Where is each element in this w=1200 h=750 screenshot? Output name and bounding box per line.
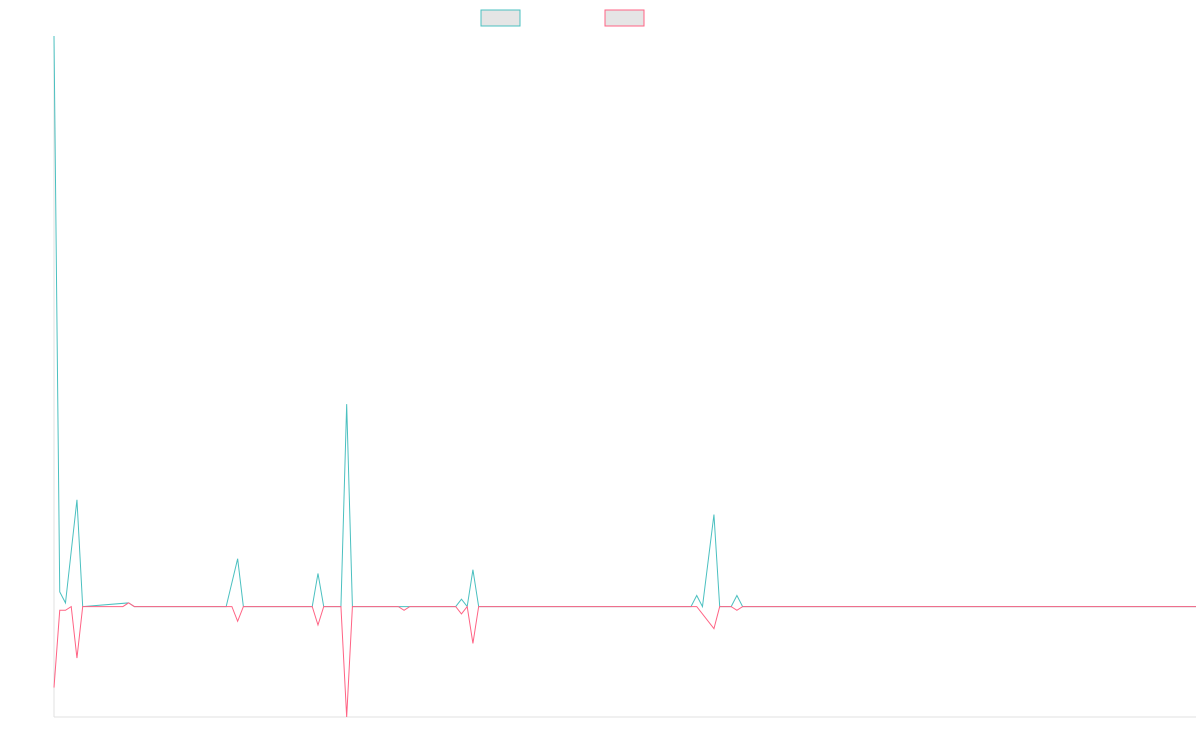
legend-swatch-series-a [480,9,521,27]
legend-item-series-a[interactable] [480,9,521,27]
series-line-a[interactable] [53,35,1196,609]
legend-item-series-b[interactable] [604,9,645,27]
legend-swatch-series-b [604,9,645,27]
series-line-b[interactable] [53,602,1196,718]
legend [480,9,645,27]
series-layer [53,35,1196,718]
